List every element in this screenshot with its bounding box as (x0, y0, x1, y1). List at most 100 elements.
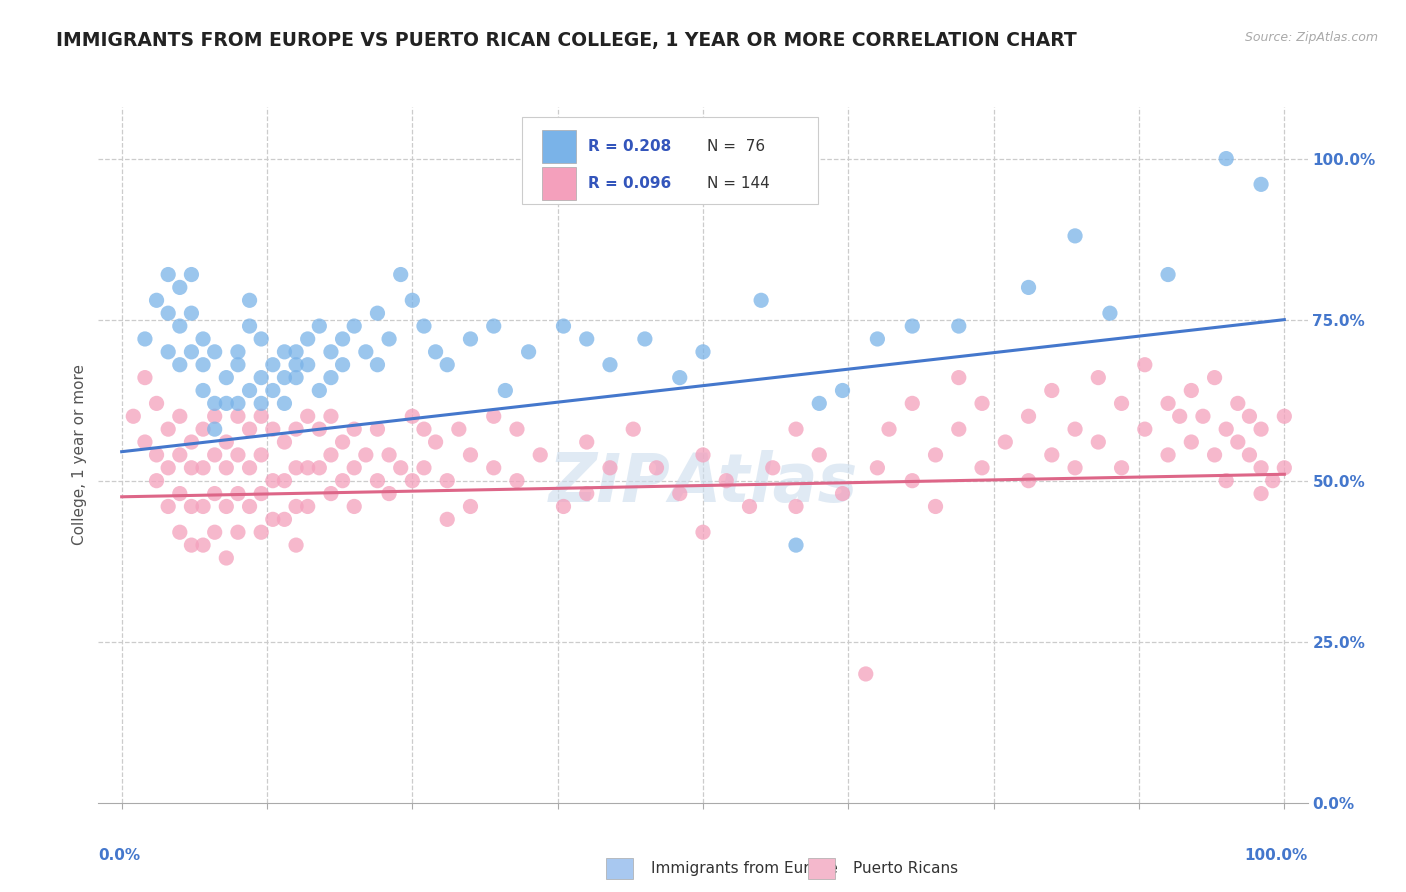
Point (436, 474, 458, 488)
Point (273, 344, 295, 359)
Point (401, 474, 423, 488)
Point (994, 435, 1017, 450)
Text: IMMIGRANTS FROM EUROPE VS PUERTO RICAN COLLEGE, 1 YEAR OR MORE CORRELATION CHART: IMMIGRANTS FROM EUROPE VS PUERTO RICAN C… (56, 31, 1077, 50)
Point (749, 293, 772, 308)
Point (134, 370, 156, 384)
Point (1064, 422, 1087, 436)
Point (191, 460, 214, 475)
Point (1239, 409, 1261, 424)
Point (343, 422, 366, 436)
Point (1040, 448, 1063, 462)
Point (413, 319, 436, 334)
Point (250, 370, 273, 384)
Point (239, 422, 262, 436)
Point (553, 319, 575, 334)
Point (204, 448, 226, 462)
Point (366, 474, 388, 488)
Point (785, 538, 807, 552)
Point (250, 486, 273, 500)
Point (831, 486, 853, 500)
Point (924, 500, 946, 514)
Bar (808, 858, 835, 880)
Text: R = 0.096: R = 0.096 (588, 176, 672, 191)
Point (1018, 409, 1040, 424)
Point (1087, 435, 1109, 450)
Point (145, 474, 167, 488)
Point (169, 448, 191, 462)
Point (1215, 422, 1237, 436)
Point (308, 319, 330, 334)
Point (389, 460, 412, 475)
Point (204, 409, 226, 424)
Point (297, 460, 319, 475)
Point (506, 474, 529, 488)
Point (599, 460, 621, 475)
Point (553, 500, 575, 514)
Text: Puerto Ricans: Puerto Ricans (853, 862, 957, 877)
Point (668, 486, 690, 500)
Point (378, 332, 401, 346)
Point (482, 319, 505, 334)
Point (262, 358, 284, 372)
Point (948, 370, 970, 384)
Point (425, 344, 447, 359)
Point (191, 422, 214, 436)
Point (285, 538, 308, 552)
Point (297, 332, 319, 346)
Point (1040, 384, 1063, 398)
Point (1272, 460, 1295, 475)
Point (808, 448, 831, 462)
Text: 0.0%: 0.0% (98, 848, 141, 863)
Point (215, 370, 238, 384)
Point (460, 448, 482, 462)
Point (319, 486, 342, 500)
Point (634, 332, 657, 346)
Point (157, 268, 180, 282)
Point (273, 435, 295, 450)
Point (1250, 422, 1272, 436)
Point (180, 460, 202, 475)
Point (215, 460, 238, 475)
Point (901, 474, 924, 488)
Point (1215, 474, 1237, 488)
Point (366, 306, 388, 320)
Point (297, 358, 319, 372)
Point (319, 409, 342, 424)
Point (285, 370, 308, 384)
Point (343, 460, 366, 475)
Point (866, 332, 889, 346)
Point (169, 358, 191, 372)
Point (285, 500, 308, 514)
Point (239, 319, 262, 334)
Point (1064, 460, 1087, 475)
Point (482, 460, 505, 475)
Point (273, 370, 295, 384)
Point (239, 500, 262, 514)
Point (215, 396, 238, 410)
Point (226, 409, 249, 424)
Point (494, 384, 516, 398)
Point (285, 358, 308, 372)
Point (401, 409, 423, 424)
Point (319, 344, 342, 359)
Text: ZIP​Atlas: ZIP​Atlas (548, 450, 858, 516)
Point (447, 422, 470, 436)
Point (1239, 448, 1261, 462)
Point (808, 396, 831, 410)
Point (1133, 422, 1156, 436)
Point (169, 486, 191, 500)
Point (413, 460, 436, 475)
Point (948, 319, 970, 334)
Point (308, 422, 330, 436)
Point (145, 448, 167, 462)
Point (250, 525, 273, 540)
Point (262, 474, 284, 488)
Point (169, 409, 191, 424)
Point (157, 306, 180, 320)
Point (1204, 448, 1226, 462)
Point (1087, 370, 1109, 384)
Point (389, 268, 412, 282)
Point (482, 409, 505, 424)
Point (877, 422, 900, 436)
Point (169, 319, 191, 334)
